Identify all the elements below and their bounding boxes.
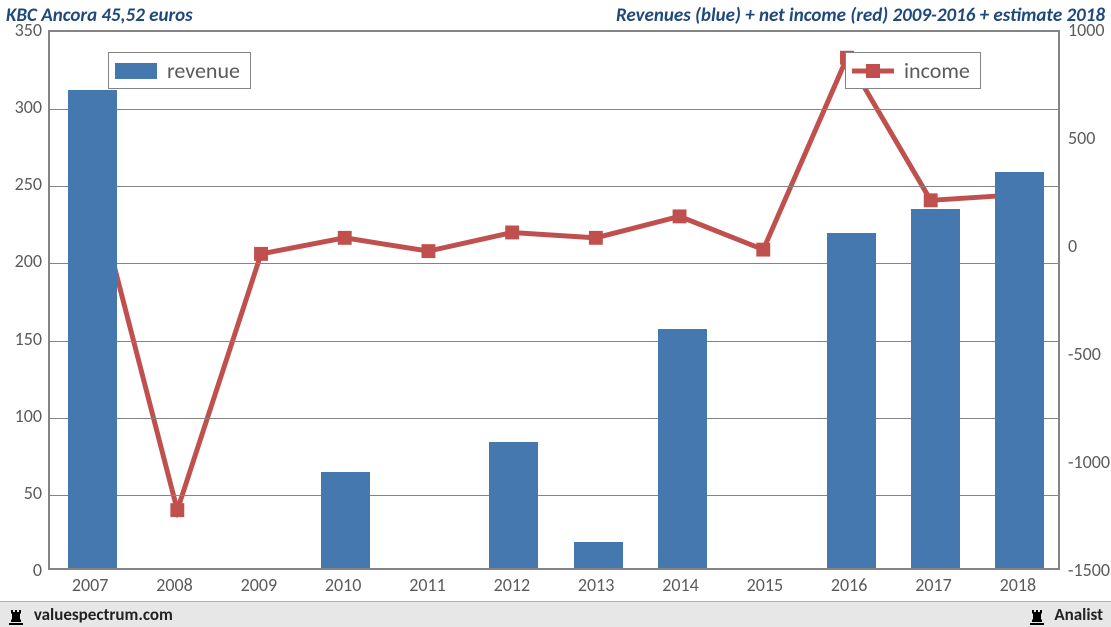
x-tick: 2010 xyxy=(313,574,373,596)
x-tick: 2009 xyxy=(229,574,289,596)
income-line-layer xyxy=(50,32,1058,568)
y-right-tick: -1500 xyxy=(1068,559,1110,581)
x-tick: 2008 xyxy=(145,574,205,596)
income-marker xyxy=(505,226,519,240)
rook-icon xyxy=(1029,607,1045,625)
y-left-tick: 250 xyxy=(15,173,42,195)
y-right-tick: 500 xyxy=(1068,127,1095,149)
income-marker xyxy=(756,243,770,257)
footer-right-text: Analist xyxy=(1054,604,1103,625)
y-left-tick: 150 xyxy=(15,328,42,350)
x-tick: 2013 xyxy=(566,574,626,596)
legend-income-label: income xyxy=(904,57,970,84)
y-right-tick: -1000 xyxy=(1068,451,1110,473)
income-marker xyxy=(338,231,352,245)
x-tick: 2015 xyxy=(735,574,795,596)
gridline xyxy=(50,263,1058,264)
x-tick: 2012 xyxy=(482,574,542,596)
y-left-tick: 0 xyxy=(33,559,42,581)
gridline xyxy=(50,418,1058,419)
footer-right: Analist xyxy=(1029,604,1104,625)
x-tick: 2007 xyxy=(60,574,120,596)
income-marker xyxy=(170,503,184,517)
revenue-bar xyxy=(827,233,876,568)
y-right-tick: -500 xyxy=(1068,343,1101,365)
x-tick: 2014 xyxy=(651,574,711,596)
gridline xyxy=(50,341,1058,342)
x-tick: 2016 xyxy=(819,574,879,596)
gridline xyxy=(50,109,1058,110)
income-marker xyxy=(589,231,603,245)
legend-revenue-label: revenue xyxy=(167,57,240,84)
x-tick: 2017 xyxy=(904,574,964,596)
revenue-bar xyxy=(911,209,960,568)
y-left-tick: 100 xyxy=(15,405,42,427)
legend-revenue-swatch xyxy=(115,63,157,79)
chart-title-right: Revenues (blue) + net income (red) 2009-… xyxy=(616,4,1105,27)
revenue-bar xyxy=(995,172,1044,569)
y-left-tick: 300 xyxy=(15,96,42,118)
y-left-tick: 350 xyxy=(15,19,42,41)
footer-left: valuespectrum.com xyxy=(8,604,173,625)
income-marker xyxy=(421,244,435,258)
revenue-bar xyxy=(321,472,370,568)
revenue-bar xyxy=(658,329,707,568)
revenue-bar xyxy=(489,442,538,569)
rook-icon xyxy=(8,607,24,625)
x-tick: 2018 xyxy=(988,574,1048,596)
income-marker xyxy=(673,209,687,223)
x-tick: 2011 xyxy=(398,574,458,596)
legend-income: income xyxy=(845,52,981,89)
y-right-tick: 0 xyxy=(1068,235,1077,257)
income-marker xyxy=(924,193,938,207)
income-marker xyxy=(254,247,268,261)
gridline xyxy=(50,186,1058,187)
plot-area xyxy=(48,30,1060,570)
y-right-tick: 1000 xyxy=(1068,19,1105,41)
y-left-tick: 200 xyxy=(15,250,42,272)
legend-income-swatch xyxy=(852,63,894,79)
income-line xyxy=(94,58,1015,510)
legend-revenue: revenue xyxy=(108,52,251,89)
footer-bar: valuespectrum.com Analist xyxy=(0,601,1111,627)
footer-left-text: valuespectrum.com xyxy=(34,604,173,625)
y-left-tick: 50 xyxy=(24,482,42,504)
revenue-bar xyxy=(574,542,623,568)
revenue-bar xyxy=(68,90,117,568)
gridline xyxy=(50,495,1058,496)
